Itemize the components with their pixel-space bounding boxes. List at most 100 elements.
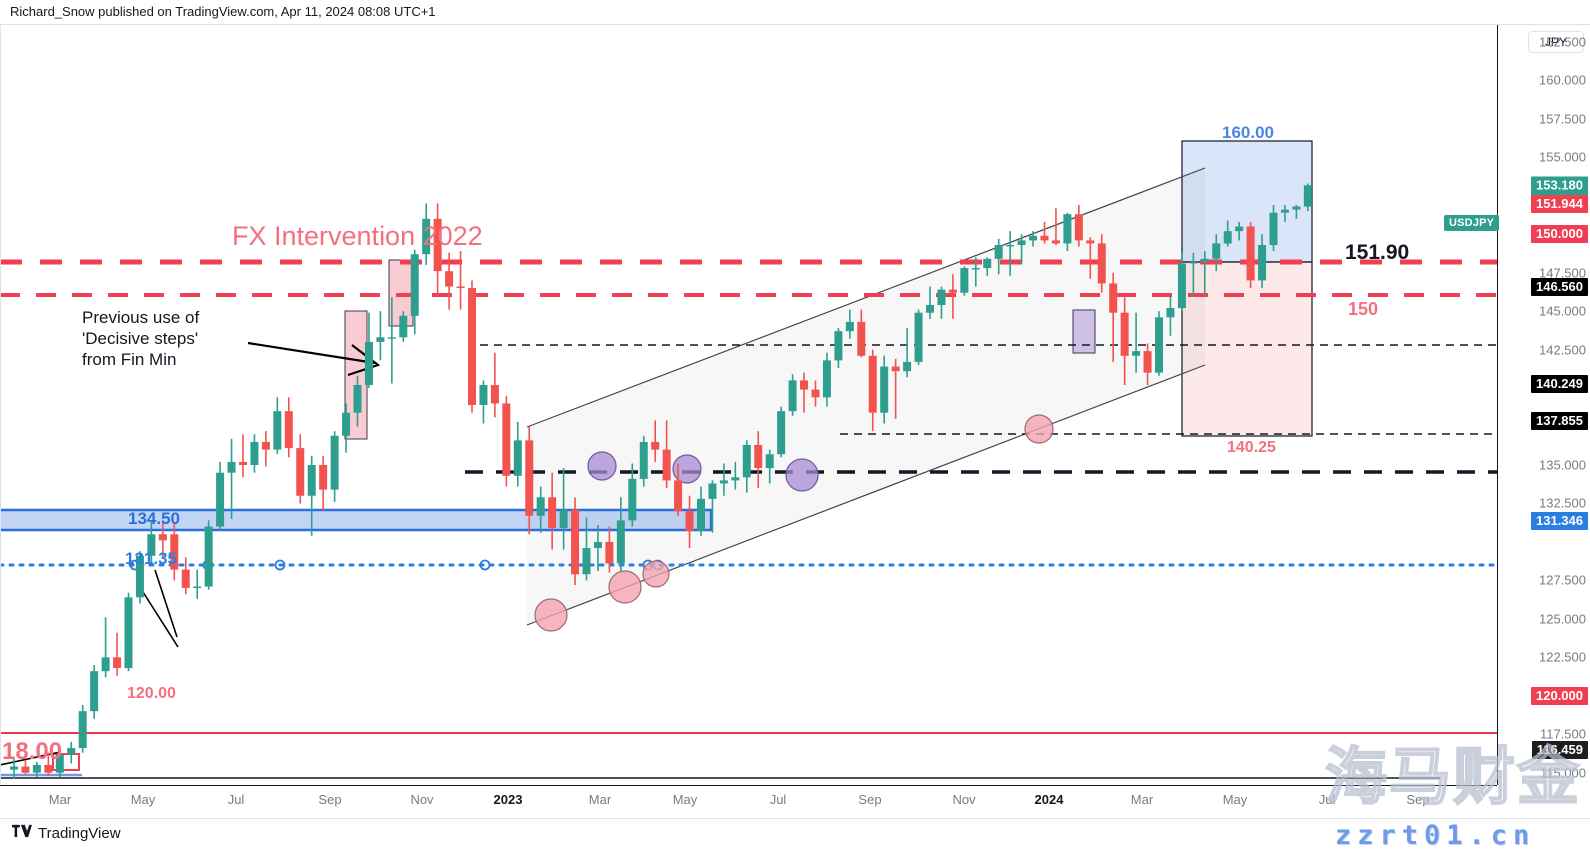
candle-body [822,360,831,398]
time-tick: Sep [1406,792,1430,807]
price-tick: 155.000 [1539,149,1586,165]
price-146-badge: 146.560 [1531,278,1588,297]
candle-body [273,411,282,450]
candle-body [181,569,190,589]
time-tick: 2024 [1034,792,1064,807]
time-tick: Jul [227,792,245,807]
candle-body [1040,235,1049,241]
candle-body [32,765,41,773]
candle-body [399,315,408,338]
candle-body [1235,226,1244,232]
candle-body [536,497,545,516]
time-tick: Mar [1130,792,1154,807]
note-line-1: Previous use of [82,308,200,327]
ascending-channel [526,167,1206,626]
time-tick: Nov [952,792,976,807]
tradingview-logo-word: TradingView [38,824,121,842]
candle-body [685,511,694,532]
candle-body [10,766,18,770]
candle-body [800,380,809,390]
price-tick: 125.000 [1539,611,1586,627]
note-annotation: Previous use of 'Decisive steps' from Fi… [82,307,199,370]
time-tick: May [672,792,698,807]
candle-body [1223,231,1232,244]
candle-body [651,441,660,450]
price-tick: 162.500 [1539,34,1586,50]
time-tick: May [130,792,156,807]
chart-overlay-svg [0,140,1497,779]
candle-body [90,671,99,712]
candle-body [983,258,992,269]
price-tick: 147.500 [1539,265,1586,281]
candle-body [754,445,763,469]
candle-body [445,271,454,287]
price-tick: 122.500 [1539,649,1586,665]
price-151-badge: 151.944 [1531,195,1588,214]
candle-body [1303,185,1312,207]
price-tick: 127.500 [1539,572,1586,588]
candle-body [845,321,854,332]
price-140-badge: 140.249 [1531,375,1588,394]
candle-body [719,480,728,484]
candle-body [284,411,293,449]
candle-body [697,498,705,532]
time-tick: May [1222,792,1248,807]
candle-body [124,597,133,669]
price-tick: 135.000 [1539,457,1586,473]
candle-body [330,435,339,490]
candle-body [971,268,980,270]
chart-title-annotation: FX Intervention 2022 [232,221,483,251]
price-137-badge: 137.855 [1531,412,1588,431]
candle-body [639,441,648,479]
price-tick: 132.500 [1539,495,1586,511]
publication-line: Richard_Snow published on TradingView.co… [10,4,436,19]
candle-body [21,766,30,773]
purple-candle-box [1072,309,1096,354]
candle-body [101,657,110,672]
candle-body [708,483,717,499]
time-tick: Sep [858,792,882,807]
candle-body [513,440,522,476]
tradingview-logo[interactable]: TradingView [12,824,121,842]
pullback-lines [142,569,179,648]
time-tick: Nov [410,792,434,807]
label-151-90: 151.90 [1345,241,1410,264]
time-tick: Sep [318,792,342,807]
time-axis-line [0,785,1497,786]
candle-body [44,765,53,773]
note-line-2: 'Decisive steps' [82,329,199,348]
candle-body [319,465,328,490]
candle-body [616,520,625,564]
price-axis-line [1497,25,1498,785]
chart-plot-area[interactable]: FX Intervention 2022 Previous use of 'De… [0,25,1497,785]
candle-body [1029,235,1038,241]
candle-body [525,440,534,516]
currency-unit-button[interactable]: JPY [1528,31,1584,53]
candle-body [170,534,179,570]
candle-body [307,465,316,496]
candle-body [742,445,751,478]
price-scale[interactable]: JPY 162.500 160.000 157.500 155.000 147.500 1… [1498,25,1590,785]
candle-body [1166,308,1175,318]
candle-body [857,321,866,356]
candle-body [227,461,236,473]
time-scale[interactable]: Mar May Jul Sep Nov 2023 Mar May Jul Sep Nov 2024 Ma… [0,786,1497,818]
candle-body [811,389,820,398]
candle-body [731,477,740,481]
label-118: 18.00 [2,738,63,765]
candle-body [456,286,465,289]
candle-body [261,441,270,450]
candle-body [1120,312,1129,356]
candle-body [593,541,602,549]
candle-body [1063,214,1072,244]
plot-left-border [0,25,1,785]
candle-body [422,218,431,255]
candle-body [1280,209,1289,213]
candle-body [1143,351,1152,373]
candle-body [1051,240,1060,244]
candle-body [914,312,923,362]
time-tick: Jul [769,792,787,807]
candle-body [468,288,476,405]
candle-body [628,478,637,521]
candle-body [765,454,774,469]
